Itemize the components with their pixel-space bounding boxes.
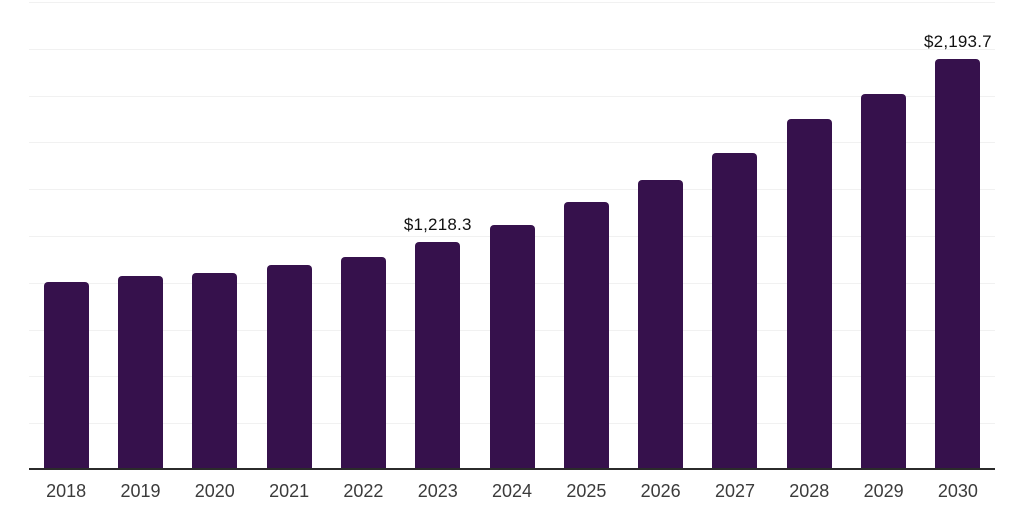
x-axis-tick-labels: 2018 2019 2020 2021 2022 2023 2024 2025 2026 2027… bbox=[29, 481, 995, 502]
bar-2022 bbox=[340, 256, 386, 470]
x-tick-2030: 2030 bbox=[937, 481, 978, 501]
gridline bbox=[29, 95, 995, 97]
x-tick-2027: 2027 bbox=[714, 481, 755, 501]
x-tick-2026: 2026 bbox=[640, 481, 681, 501]
bar-slot-2019 bbox=[103, 2, 177, 470]
bar-2023 bbox=[415, 241, 461, 470]
value-label-2030: $2,193.7 bbox=[924, 32, 992, 52]
bar-slot-2020 bbox=[178, 2, 252, 470]
bar-2026 bbox=[638, 179, 684, 470]
x-tick-2028: 2028 bbox=[789, 481, 830, 501]
bar-slot-2023: $1,218.3 bbox=[401, 2, 475, 470]
gridline bbox=[29, 2, 995, 3]
x-tick-2021: 2021 bbox=[269, 481, 310, 501]
bar-slot-2028 bbox=[772, 2, 846, 470]
bar-2030 bbox=[935, 59, 981, 470]
x-tick-2019: 2019 bbox=[120, 481, 161, 501]
x-tick-2020: 2020 bbox=[194, 481, 235, 501]
bar-slot-2030: $2,193.7 bbox=[921, 2, 995, 470]
bar-2024 bbox=[489, 224, 535, 470]
bar-2027 bbox=[712, 152, 758, 470]
bar-2018 bbox=[43, 281, 89, 470]
bar-2021 bbox=[266, 265, 312, 470]
x-tick-2022: 2022 bbox=[343, 481, 384, 501]
x-axis-line bbox=[29, 468, 995, 470]
bar-slot-2026 bbox=[624, 2, 698, 470]
bar-2028 bbox=[786, 119, 832, 470]
gridline bbox=[29, 189, 995, 191]
bar-slot-2029 bbox=[846, 2, 920, 470]
plot-area: $1,218.3 $2,193.7 bbox=[29, 2, 995, 470]
bar-slot-2022 bbox=[326, 2, 400, 470]
x-tick-2018: 2018 bbox=[46, 481, 87, 501]
value-label-2023: $1,218.3 bbox=[403, 214, 472, 234]
gridline bbox=[29, 48, 995, 50]
gridline bbox=[29, 142, 995, 144]
x-tick-2025: 2025 bbox=[566, 481, 607, 501]
bars-row: $1,218.3 $2,193.7 bbox=[29, 2, 995, 470]
bar-2019 bbox=[117, 276, 163, 470]
bar-slot-2027 bbox=[698, 2, 772, 470]
x-tick-2029: 2029 bbox=[863, 481, 904, 501]
x-tick-2024: 2024 bbox=[492, 481, 533, 501]
bar-slot-2021 bbox=[252, 2, 326, 470]
bar-2025 bbox=[563, 202, 609, 470]
bar-slot-2025 bbox=[549, 2, 623, 470]
bar-2020 bbox=[192, 273, 238, 470]
x-tick-2023: 2023 bbox=[417, 481, 458, 501]
bar-slot-2024 bbox=[475, 2, 549, 470]
bar-2029 bbox=[861, 93, 907, 470]
bar-slot-2018 bbox=[29, 2, 103, 470]
